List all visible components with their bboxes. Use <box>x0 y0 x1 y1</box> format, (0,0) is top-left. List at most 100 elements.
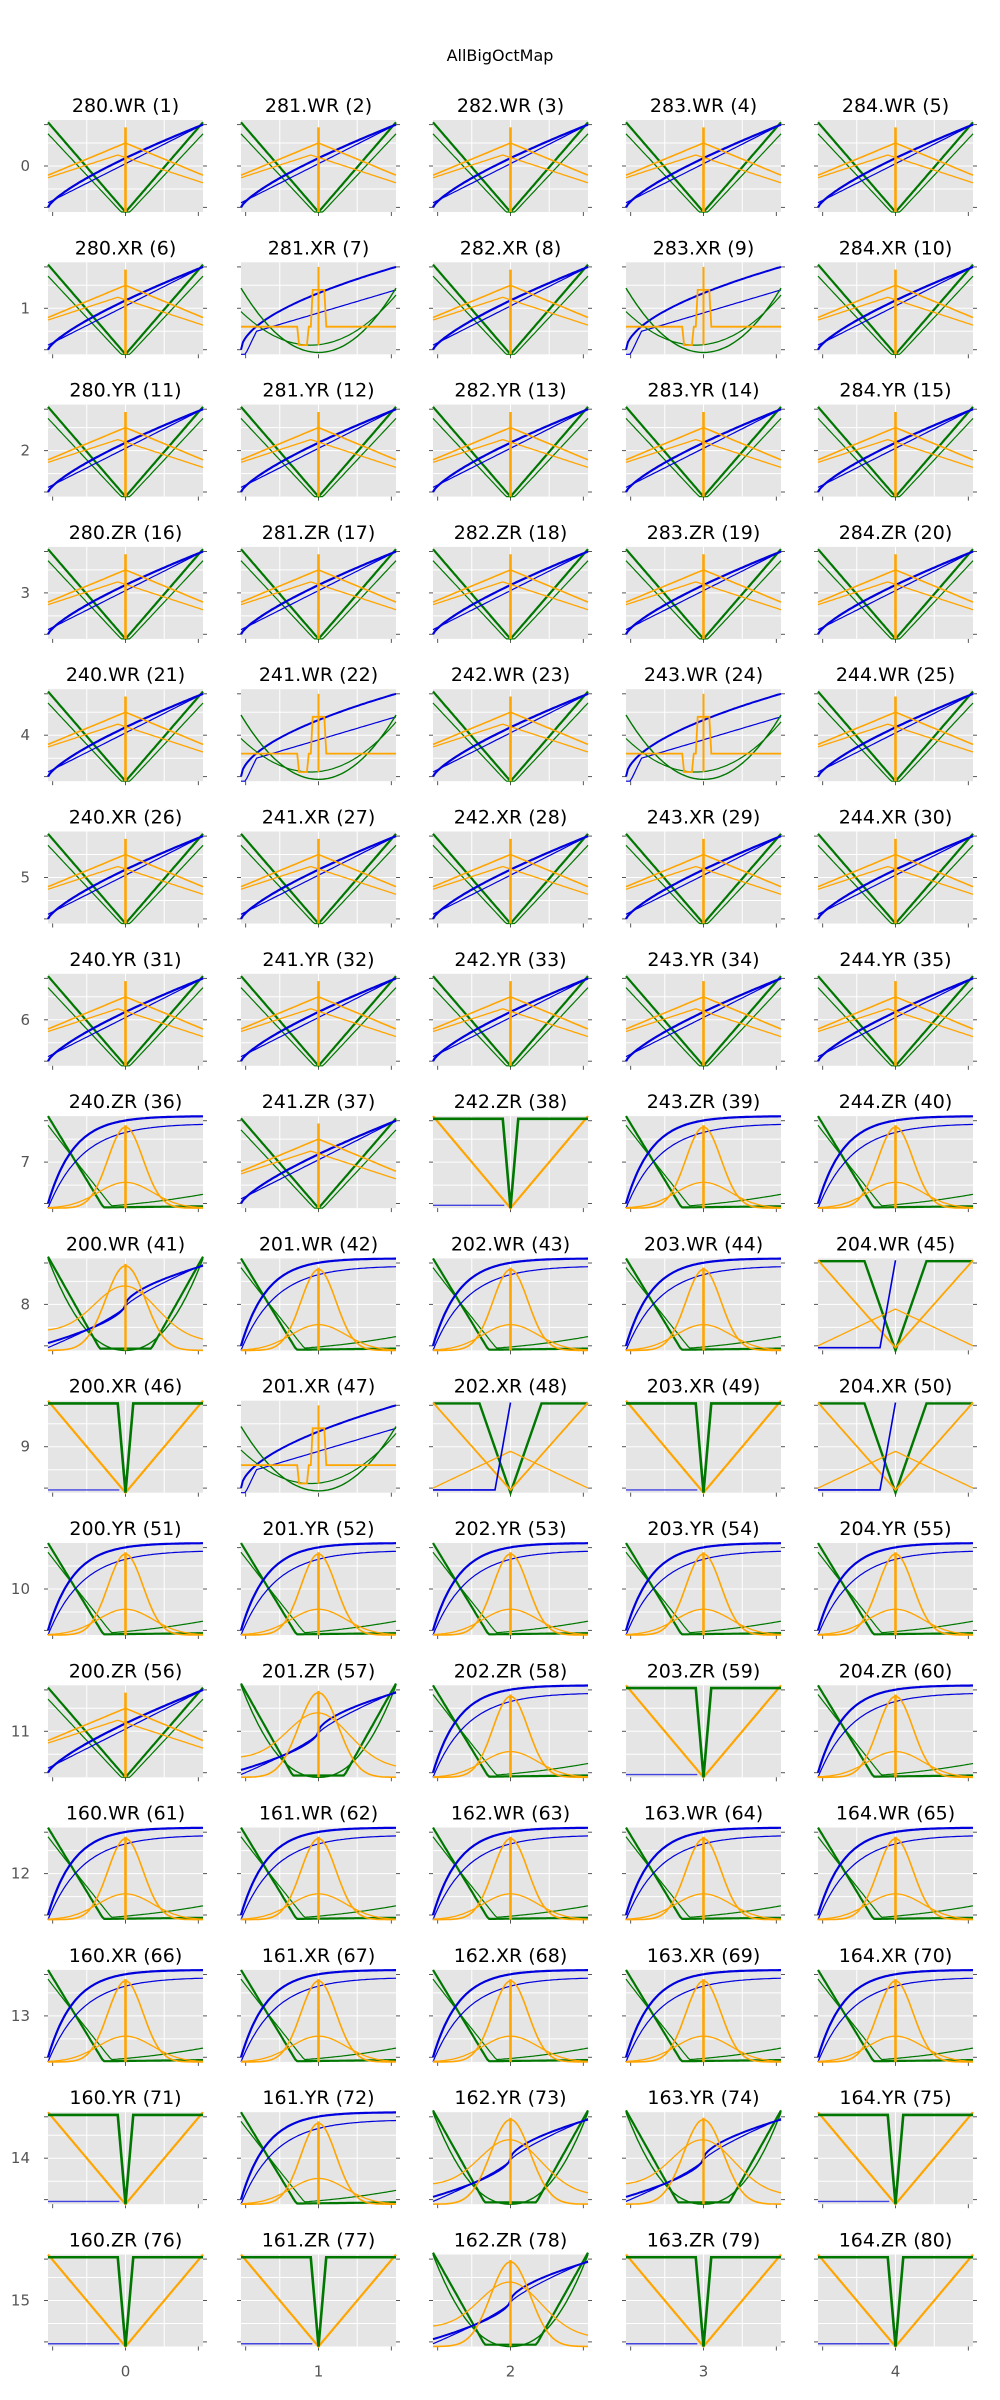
series-green-line-2 <box>240 987 397 1067</box>
panel: 282.ZR (18) <box>429 522 592 643</box>
panel-lines <box>47 548 204 641</box>
panel-lines <box>624 1257 782 1352</box>
panel-lines <box>625 265 782 355</box>
panel: 283.WR (4) <box>622 95 785 216</box>
panel-title: 243.ZR (39) <box>647 1091 761 1113</box>
panel: 284.XR (10) <box>814 237 977 359</box>
panel-lines <box>47 2111 204 2206</box>
panel-lines <box>817 2253 974 2349</box>
panel: 244.YR (35) <box>814 949 977 1070</box>
panel: 282.YR (13) <box>429 380 592 501</box>
panel-lines <box>624 1826 782 1921</box>
panel: 201.ZR (57) <box>237 1660 400 1782</box>
panel-lines <box>432 263 589 356</box>
panel: 241.YR (32) <box>237 949 400 1070</box>
panel-lines <box>47 833 204 926</box>
panel-title: 161.XR (67) <box>262 1945 376 1967</box>
series-blue-line <box>431 1826 588 1916</box>
series-blue-line <box>816 1969 973 2058</box>
panel-lines <box>817 548 974 641</box>
series-green-line <box>818 1402 973 1497</box>
panel: 160.YR (71) <box>44 2087 207 2209</box>
panel: 203.XR (49) <box>622 1376 785 1497</box>
panel-title: 241.YR (32) <box>262 949 374 971</box>
panel: 281.YR (12) <box>237 380 400 501</box>
series-green-line <box>818 1259 973 1355</box>
panel-lines <box>625 2253 782 2349</box>
series-green-line-2 <box>625 987 782 1067</box>
panel-lines <box>240 265 397 355</box>
panel-title: 280.WR (1) <box>72 95 179 117</box>
row-tick-label: 9 <box>20 1438 30 1456</box>
series-orange-line <box>817 1259 974 1349</box>
series-blue-line <box>239 1257 396 1347</box>
figure-title: AllBigOctMap <box>447 46 554 65</box>
series-green-line <box>433 1402 588 1497</box>
panel: 200.ZR (56) <box>44 1660 207 1782</box>
panel: 241.ZR (37) <box>237 1091 400 1213</box>
panel-lines <box>625 1399 782 1495</box>
panel-title: 280.YR (11) <box>69 380 181 402</box>
series-green-line <box>48 2113 203 2205</box>
panel: 240.ZR (36) <box>44 1091 207 1213</box>
panel: 162.YR (73) <box>429 2087 592 2209</box>
col-tick-label: 4 <box>891 2363 901 2381</box>
panel: 244.ZR (40) <box>814 1091 977 1213</box>
panel-title: 203.XR (49) <box>647 1376 761 1398</box>
series-green-line <box>625 714 782 781</box>
series-green-line <box>626 2255 781 2347</box>
panel: 204.ZR (60) <box>814 1660 977 1782</box>
row-tick-label: 15 <box>11 2292 30 2310</box>
panel-lines <box>817 833 974 926</box>
series-blue-line <box>816 1115 973 1204</box>
panel-title: 282.ZR (18) <box>454 522 568 544</box>
panel-title: 243.XR (29) <box>647 807 761 829</box>
panel-title: 244.ZR (40) <box>839 1091 953 1113</box>
panel-lines <box>240 406 397 499</box>
row-tick-label: 7 <box>20 1153 30 1171</box>
panel-title: 244.XR (30) <box>839 807 953 829</box>
panel-lines <box>817 121 974 214</box>
panel: 283.YR (14) <box>622 380 785 501</box>
panel: 203.ZR (59) <box>622 1660 785 1782</box>
series-green-line <box>625 287 782 354</box>
panel: 161.WR (62) <box>237 1803 400 1924</box>
panel-lines <box>625 975 782 1068</box>
row-tick-label: 14 <box>11 2149 30 2167</box>
row-tick-label: 10 <box>11 1580 30 1598</box>
panel-title: 201.ZR (57) <box>262 1660 376 1682</box>
row-tick-label: 3 <box>20 584 30 602</box>
series-green-line <box>48 1402 203 1493</box>
series-orange-line <box>432 1401 589 1492</box>
panel-title: 284.WR (5) <box>842 95 949 117</box>
panel-title: 202.XR (48) <box>454 1376 568 1398</box>
panel: 160.ZR (76) <box>44 2230 207 2351</box>
panel: 242.WR (23) <box>429 664 592 786</box>
panel-title: 284.XR (10) <box>839 237 953 259</box>
panel-title: 280.XR (6) <box>75 237 176 259</box>
series-green-line <box>48 2255 203 2347</box>
panel: 283.XR (9) <box>622 237 785 359</box>
panel-title: 201.YR (52) <box>262 1518 374 1540</box>
panel-lines <box>47 1256 204 1352</box>
panel: 202.ZR (58) <box>429 1660 592 1782</box>
panel: 164.XR (70) <box>814 1945 977 2066</box>
panel-lines <box>239 1826 397 1921</box>
panel-lines <box>240 2253 397 2349</box>
row-tick-label: 1 <box>20 299 30 317</box>
series-green-line-2 <box>47 987 204 1067</box>
panel-title: 164.ZR (80) <box>839 2230 953 2252</box>
panel-lines <box>816 1969 974 2063</box>
panel-title: 242.YR (33) <box>454 949 566 971</box>
panel-title: 200.WR (41) <box>66 1233 185 1255</box>
panel-lines <box>47 2253 204 2349</box>
panel-lines <box>624 1969 782 2063</box>
panel: 201.YR (52) <box>237 1518 400 1639</box>
panel-title: 284.YR (15) <box>839 380 951 402</box>
panel-title: 241.ZR (37) <box>262 1091 376 1113</box>
panel: 282.XR (8) <box>429 237 592 359</box>
panel: 201.WR (42) <box>237 1233 400 1355</box>
panel-lines <box>625 406 782 499</box>
panel-title: 162.WR (63) <box>451 1803 570 1825</box>
panel: 200.YR (51) <box>44 1518 207 1639</box>
